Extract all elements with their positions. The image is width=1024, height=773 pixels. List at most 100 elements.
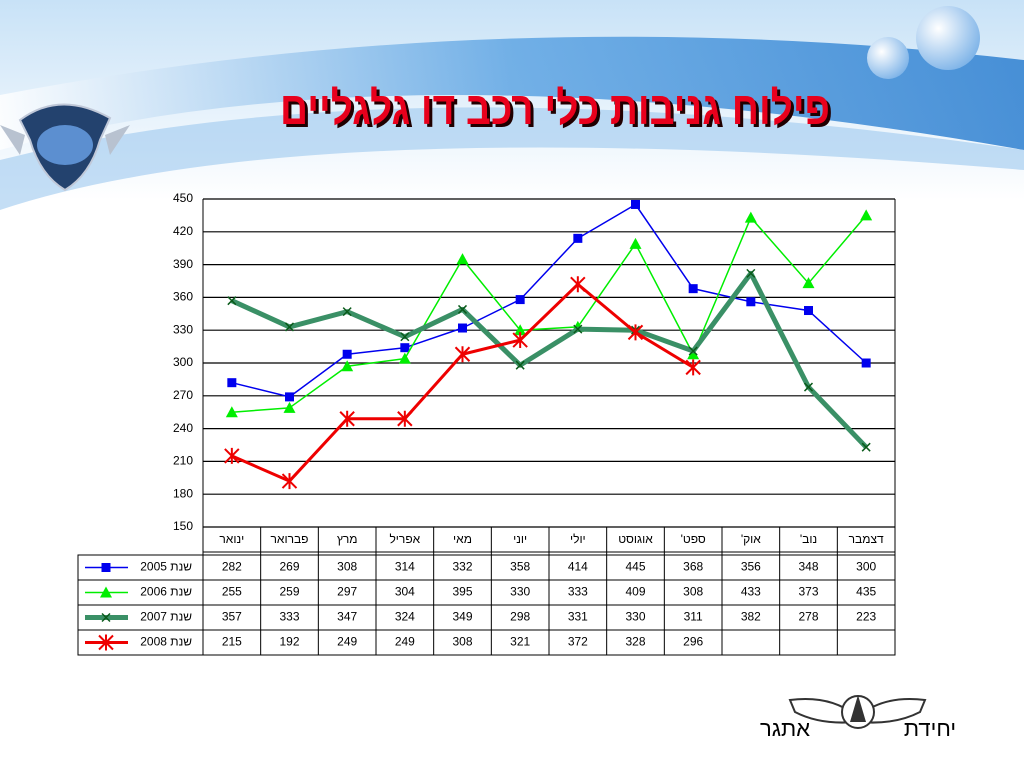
x-tick-label: מאי <box>453 532 472 546</box>
table-cell: 414 <box>568 560 588 574</box>
marker <box>458 323 467 333</box>
table-cell: 333 <box>279 610 299 624</box>
marker <box>101 563 111 572</box>
marker <box>98 634 114 651</box>
table-cell: 328 <box>625 635 645 649</box>
table-cell: 311 <box>684 610 703 624</box>
marker <box>454 346 471 363</box>
marker <box>225 406 238 418</box>
table-cell: 249 <box>337 635 357 649</box>
table-cell: 372 <box>568 635 588 649</box>
footer-text: אתגר <box>760 716 810 741</box>
marker <box>744 211 757 223</box>
marker <box>515 360 525 370</box>
y-tick-label: 150 <box>173 519 193 533</box>
marker <box>861 442 871 452</box>
marker <box>804 306 813 316</box>
table-cell: 259 <box>279 585 299 599</box>
table-cell: 192 <box>279 635 299 649</box>
series-line <box>230 270 868 449</box>
y-tick-label: 420 <box>173 224 193 238</box>
table-cell: 223 <box>856 610 876 624</box>
table-cell: 368 <box>683 560 703 574</box>
table-cell: 382 <box>741 610 761 624</box>
table-cell: 308 <box>337 560 357 574</box>
table-cell: 333 <box>568 585 588 599</box>
marker <box>802 277 815 289</box>
marker <box>284 322 295 332</box>
y-tick-label: 300 <box>173 355 193 369</box>
table-cell: 298 <box>510 610 530 624</box>
table-cell: 358 <box>510 560 530 574</box>
marker <box>397 410 413 427</box>
footer-logo <box>788 695 927 729</box>
table-cell: 278 <box>798 610 818 624</box>
table-cell: 395 <box>452 585 472 599</box>
table-cell: 304 <box>395 585 415 599</box>
table-cell: 324 <box>395 610 415 624</box>
marker <box>283 401 296 413</box>
marker <box>339 410 355 427</box>
table-cell: 314 <box>395 560 415 574</box>
chart: 150 180 210 240 270 300 330 360 390 420 450 ינואר פב… <box>77 191 896 656</box>
marker <box>281 473 298 490</box>
x-tick-label: פברואר <box>271 532 309 546</box>
marker <box>227 296 237 306</box>
marker <box>224 447 240 464</box>
table-cell: 321 <box>510 635 530 649</box>
table-cell: 332 <box>452 560 472 574</box>
decor-ball <box>867 37 909 79</box>
table-cell: 282 <box>222 560 242 574</box>
table-cell: 433 <box>741 585 761 599</box>
table-cell: 330 <box>510 585 530 599</box>
x-tick-label: מרץ <box>337 532 358 546</box>
table-cell: 348 <box>798 560 818 574</box>
marker <box>861 358 871 368</box>
marker <box>570 276 586 293</box>
marker <box>398 352 411 364</box>
decor-band <box>0 36 1024 150</box>
marker <box>746 297 756 307</box>
x-tick-label: יוני <box>513 532 527 546</box>
x-tick-label: יולי <box>570 532 586 546</box>
decor-band <box>0 107 1024 210</box>
x-tick-label: אוגוסט <box>618 532 653 546</box>
table-cell: 255 <box>222 585 242 599</box>
decor-ball <box>916 6 980 70</box>
marker <box>573 324 583 334</box>
table-cell: 300 <box>856 560 876 574</box>
y-tick-label: 180 <box>173 486 193 500</box>
marker <box>400 332 410 342</box>
marker <box>631 199 640 209</box>
y-tick-label: 360 <box>173 290 193 304</box>
table-cell: 330 <box>625 610 645 624</box>
table-cell: 347 <box>337 610 357 624</box>
table-cell: 215 <box>222 635 242 649</box>
table-cell: 308 <box>452 635 472 649</box>
table-cell: 249 <box>395 635 415 649</box>
table-cell: 356 <box>741 560 761 574</box>
marker <box>688 346 698 356</box>
legend-label: שנת 2005 <box>140 560 192 574</box>
x-tick-label: אוק' <box>741 532 761 546</box>
marker <box>573 233 583 243</box>
y-tick-label: 330 <box>173 322 193 336</box>
table-cell: 373 <box>798 585 818 599</box>
marker <box>101 612 111 623</box>
x-tick-label: נוב' <box>800 532 817 546</box>
table-cell: 357 <box>222 610 242 624</box>
marker <box>803 382 814 392</box>
y-tick-label: 240 <box>173 421 193 435</box>
marker <box>285 392 294 402</box>
chart-title: פילוח גניבות כלי רכב דו גלגליים <box>280 82 830 134</box>
marker <box>456 253 469 265</box>
marker <box>400 343 410 353</box>
x-tick-label: אפריל <box>389 532 420 546</box>
marker <box>688 284 698 294</box>
marker <box>100 586 112 598</box>
footer-text: יחידת <box>904 716 956 741</box>
table-cell: 409 <box>625 585 645 599</box>
marker <box>342 307 352 317</box>
y-tick-label: 270 <box>173 388 193 402</box>
